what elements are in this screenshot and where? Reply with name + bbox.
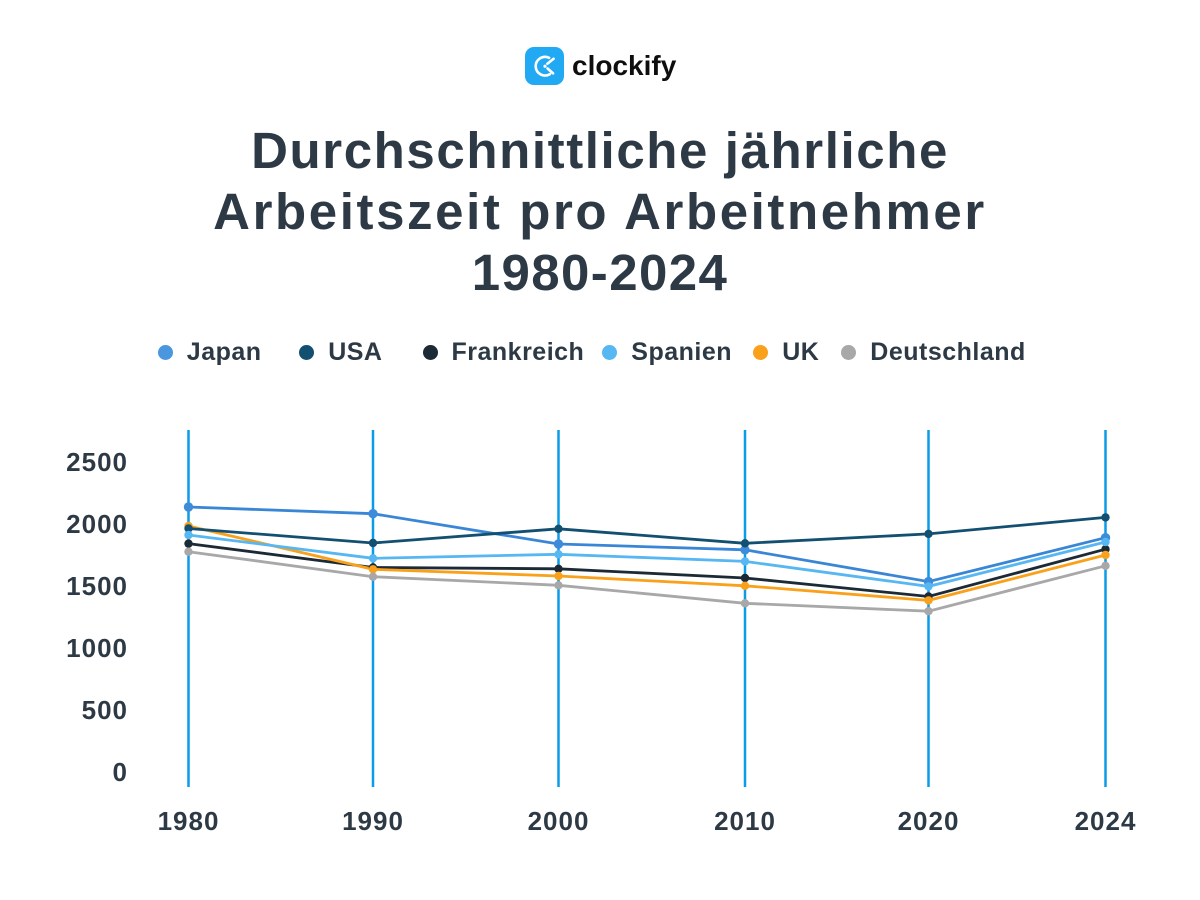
svg-text:1990: 1990 xyxy=(342,806,404,836)
svg-text:2024: 2024 xyxy=(1075,806,1137,836)
svg-text:0: 0 xyxy=(113,757,128,787)
svg-text:2020: 2020 xyxy=(898,806,960,836)
svg-text:2000: 2000 xyxy=(66,509,128,539)
svg-text:2500: 2500 xyxy=(66,447,128,477)
svg-text:500: 500 xyxy=(82,695,128,725)
svg-text:2010: 2010 xyxy=(714,806,776,836)
svg-text:1500: 1500 xyxy=(66,571,128,601)
svg-text:1980: 1980 xyxy=(158,806,220,836)
svg-text:2000: 2000 xyxy=(528,806,590,836)
svg-text:1000: 1000 xyxy=(66,633,128,663)
